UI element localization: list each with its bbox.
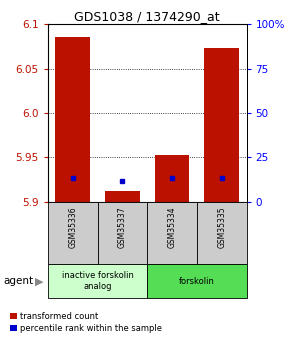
Bar <box>97 202 147 264</box>
Bar <box>55 37 90 202</box>
Bar <box>48 264 147 298</box>
Text: GSM35337: GSM35337 <box>118 206 127 248</box>
Bar <box>147 202 197 264</box>
Text: forskolin: forskolin <box>179 277 215 286</box>
Text: inactive forskolin
analog: inactive forskolin analog <box>61 272 133 291</box>
Bar <box>204 48 239 202</box>
Text: ▶: ▶ <box>35 276 44 286</box>
Legend: transformed count, percentile rank within the sample: transformed count, percentile rank withi… <box>10 312 162 333</box>
Text: GSM35336: GSM35336 <box>68 206 77 248</box>
Bar <box>147 264 246 298</box>
Text: agent: agent <box>3 276 33 286</box>
Title: GDS1038 / 1374290_at: GDS1038 / 1374290_at <box>74 10 220 23</box>
Text: GSM35334: GSM35334 <box>168 206 177 248</box>
Bar <box>197 202 246 264</box>
Text: GSM35335: GSM35335 <box>217 206 226 248</box>
Bar <box>155 155 189 202</box>
Bar <box>48 202 97 264</box>
Bar <box>105 191 140 202</box>
